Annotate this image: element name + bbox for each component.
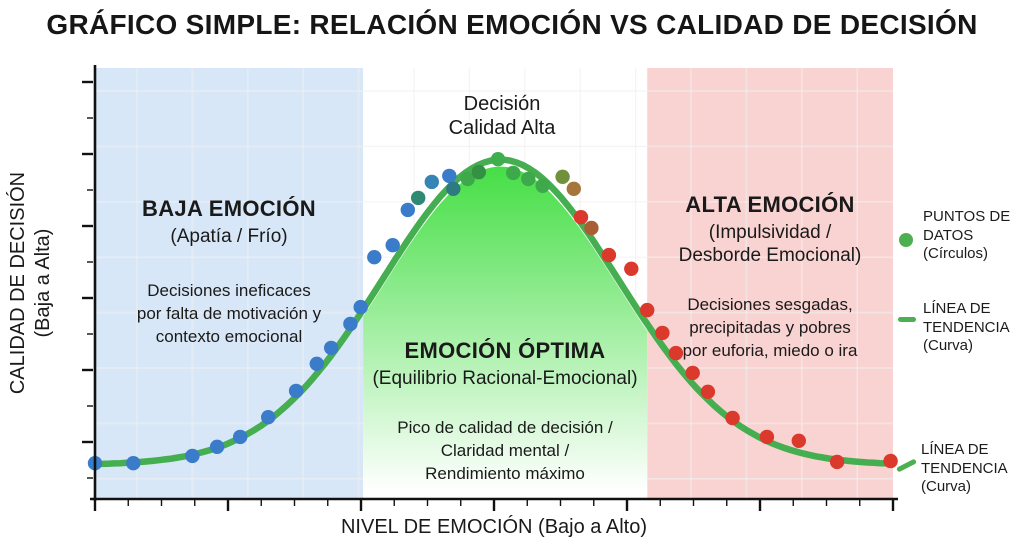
data-point [640, 302, 655, 318]
page-title: GRÁFICO SIMPLE: RELACIÓN EMOCIÓN VS CALI… [46, 9, 978, 40]
legend-data-points-label: PUNTOS DE DATOS (Círculos) [923, 208, 1011, 262]
data-point [367, 250, 382, 265]
optimal-area-fill [363, 166, 648, 498]
zone-low-title: BAJA EMOCIÓN [142, 196, 316, 221]
data-point [288, 383, 304, 399]
data-point [261, 410, 276, 425]
zone-high-title: ALTA EMOCIÓN [685, 192, 855, 217]
data-point [624, 261, 639, 276]
data-point [411, 190, 426, 206]
zone-high-description: Decisiones sesgadas, precipitadas y pobr… [682, 295, 858, 360]
zone-high-bg [647, 68, 893, 498]
zone-optimal-subtitle: (Equilibrio Racional-Emocional) [372, 368, 638, 389]
data-point [460, 171, 475, 187]
data-point [883, 453, 898, 469]
data-point [829, 454, 845, 470]
data-point [324, 340, 339, 356]
data-point [668, 345, 684, 361]
zone-optimal-emotion: EMOCIÓN ÓPTIMA (Equilibrio Racional-Emoc… [345, 338, 665, 485]
data-point [759, 429, 775, 445]
zone-low-emotion: BAJA EMOCIÓN (Apatía / Frío) Decisiones … [99, 196, 359, 348]
data-point [353, 299, 368, 315]
data-point [573, 210, 589, 225]
data-point [725, 410, 740, 426]
zone-optimal-title: EMOCIÓN ÓPTIMA [404, 338, 606, 363]
data-point [555, 169, 570, 184]
data-point [521, 171, 536, 187]
axis-ticks [82, 80, 895, 511]
zone-low-bg [95, 68, 364, 498]
zone-low-description: Decisiones ineficaces por falta de motiv… [136, 281, 322, 346]
legend-trend-line-end-label: LÍNEA DE TENDENCIA (Curva) [921, 441, 1008, 495]
data-point [655, 325, 670, 341]
x-axis-label: NIVEL DE EMOCIÓN (Bajo a Alto) [340, 516, 647, 538]
data-point [185, 448, 200, 464]
data-point [126, 456, 141, 471]
data-point [233, 429, 248, 445]
data-point [343, 316, 358, 332]
legend-trend-line-label: LÍNEA DE TENDENCIA (Curva) [923, 300, 1010, 354]
data-point [424, 174, 439, 190]
data-point [309, 356, 324, 371]
data-point [385, 238, 400, 253]
data-point [566, 181, 581, 196]
data-point [584, 220, 599, 236]
zone-low-subtitle: (Apatía / Frío) [170, 226, 288, 247]
data-point [700, 384, 716, 399]
peak-annotation: Decisión Calidad Alta [448, 93, 556, 139]
data-point [535, 178, 550, 193]
y-axis-label: CALIDAD DE DECISIÓN (Baja a Alta) [7, 171, 54, 395]
data-point [442, 168, 457, 184]
data-point [685, 365, 700, 381]
data-point [601, 247, 617, 263]
data-point [446, 181, 461, 196]
data-point [209, 439, 225, 454]
data-points [87, 152, 898, 471]
data-point [506, 165, 521, 181]
data-point [791, 433, 806, 448]
zone-high-emotion: ALTA EMOCIÓN (Impulsividad / Desborde Em… [645, 192, 895, 362]
legend-trend-line-icon [898, 317, 916, 322]
data-point [400, 202, 415, 218]
zone-high-subtitle: (Impulsividad / Desborde Emocional) [678, 222, 862, 266]
legend-data-point-icon [899, 233, 913, 247]
zone-optimal-description: Pico de calidad de decisión / Claridad m… [397, 418, 613, 483]
data-point [490, 152, 506, 167]
data-point [471, 164, 486, 180]
